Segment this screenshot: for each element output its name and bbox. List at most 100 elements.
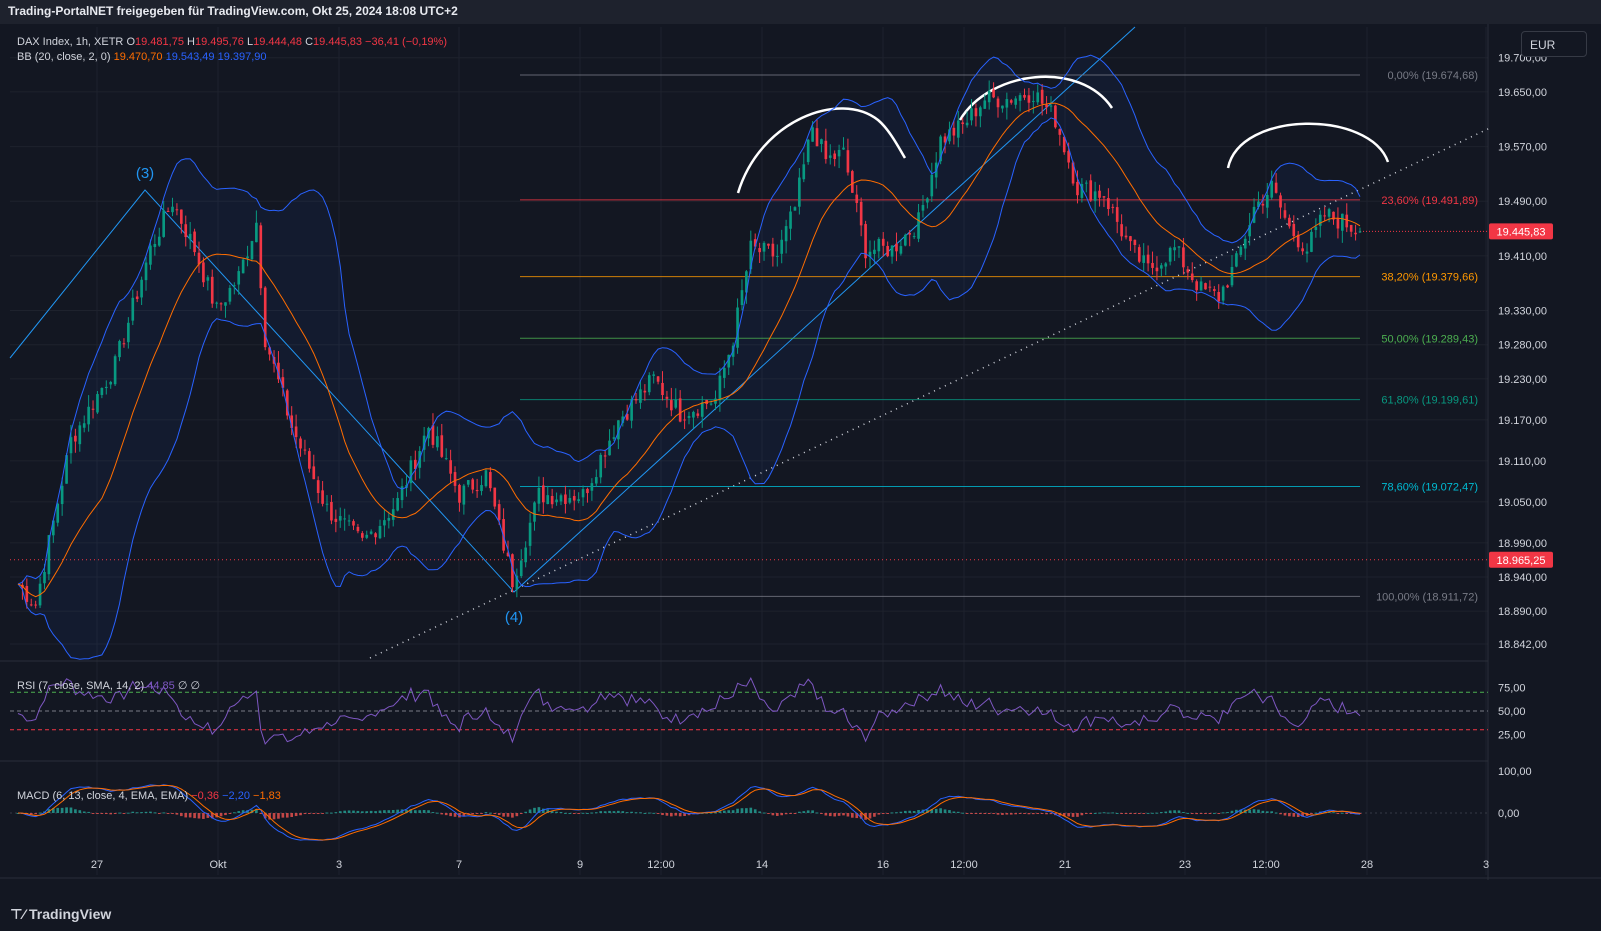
candle-body [851,171,854,193]
macd-histogram-bar [466,813,470,815]
candle-body [281,377,285,388]
symbol-legend: DAX Index, 1h, XETR O19.481,75 H19.495,7… [17,36,447,48]
candle-body [802,164,806,180]
macd-histogram-bar [1288,813,1291,817]
candle-body [1186,269,1190,273]
macd-histogram-bar [639,812,642,814]
close-value: 19.445,83 [313,36,362,48]
macd-histogram-bar [237,811,241,813]
candle-body [1257,201,1260,208]
high-value: 19.495,76 [194,36,244,48]
candle-body [1102,196,1106,198]
candle-body [153,243,157,248]
macd-line-value: −2,20 [222,790,250,802]
macd-histogram-bar [550,811,554,813]
macd-histogram-bar [541,808,545,813]
candle-body [815,128,819,147]
macd-histogram-bar [1274,812,1278,814]
candle-body [656,376,660,382]
macd-histogram-bar [502,813,505,817]
macd-histogram-bar [1230,810,1234,813]
candle-body [987,90,991,103]
candle-body [652,374,656,376]
macd-histogram-bar [202,813,205,819]
wave-label-3: (3) [136,165,154,182]
candle-body [842,147,845,150]
macd-histogram-bar [1027,813,1031,815]
macd-histogram-bar [970,813,973,814]
macd-histogram-bar [1195,813,1198,815]
macd-histogram-bar [180,813,183,817]
macd-histogram-bar [378,810,382,813]
price-axis: 19.700,00 19.650,00 19.570,00 19.490,00 19.4… [1489,53,1553,651]
macd-histogram-bar [268,813,271,820]
macd-histogram-bar [1098,812,1101,814]
macd-histogram-bar [100,813,104,814]
macd-histogram-bar [1261,810,1265,813]
macd-histogram-bar [1040,813,1044,814]
candle-body [1071,162,1075,184]
candle-body [577,499,580,501]
time-tick-label: 21 [1059,859,1071,871]
macd-histogram-bar [789,813,792,814]
candle-body [131,297,135,321]
candle-body [1005,99,1009,108]
candle-body [365,534,369,538]
macd-histogram-bar [1279,813,1282,815]
bb-lower-line [17,117,1361,660]
candle-body [1288,217,1291,227]
candle-body [912,236,916,238]
candle-body [775,255,779,257]
chart-canvas[interactable]: (3) (4) 0,00% (19.674,68) 23,60% (19.491,8… [0,24,1601,901]
macd-histogram-bar [617,810,620,813]
candle-body [489,472,492,489]
candle-body [956,120,960,138]
currency-button[interactable]: EUR [1521,31,1587,57]
candle-body [74,435,77,442]
candle-body [334,518,338,522]
candle-body [321,490,324,504]
candle-body [96,394,99,413]
candle-body [135,296,139,299]
macd-histogram-bar [409,809,413,813]
macd-histogram-bar [590,812,594,814]
symbol-name: DAX Index, 1h, XETR [17,36,124,48]
candle-body [338,516,342,521]
candle-body [727,354,731,368]
candle-body [285,390,289,416]
candle-body [1036,92,1040,103]
macd-histogram-bar [674,813,678,816]
candle-body [1243,238,1247,249]
macd-histogram-bar [109,813,113,815]
macd-histogram-bar [806,810,810,813]
macd-histogram-bar [1314,812,1318,814]
rsi-na-1: ∅ [177,680,188,692]
macd-histogram-bar [241,810,245,813]
candle-body [930,174,934,197]
macd-histogram-bar [683,813,686,816]
candle-body [586,488,589,494]
price-tick-label: 19.700,00 [1498,53,1547,65]
candle-body [952,127,956,136]
candle-body [1160,265,1163,269]
macd-histogram-bar [820,813,823,814]
candle-body [1009,100,1013,103]
candle-body [599,454,603,478]
candle-body [564,494,567,504]
fib-level-label: 0,00% (19.674,68) [1387,70,1478,82]
candle-body [740,290,744,306]
candle-body [1027,95,1031,103]
candle-body [811,127,814,142]
candle-body [453,472,457,486]
macd-histogram-bar [396,809,399,813]
macd-histogram-bar [1332,812,1335,814]
macd-histogram-bar [784,813,788,815]
candle-body [343,518,346,520]
candle-body [69,437,73,454]
macd-histogram-bar [1093,812,1097,814]
candle-body [210,276,214,304]
macd-histogram-bar [903,810,907,813]
candle-body [444,458,448,460]
wave-label-4: (4) [505,609,523,626]
candle-body [828,155,832,158]
